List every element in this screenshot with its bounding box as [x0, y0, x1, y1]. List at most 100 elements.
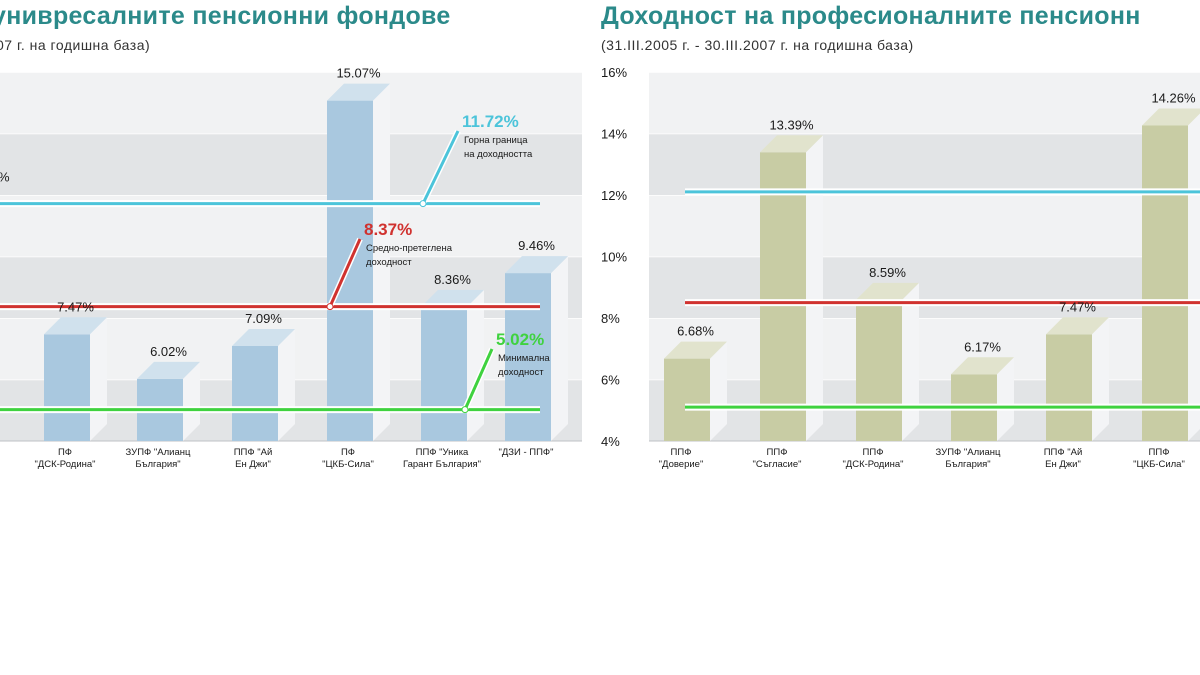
right-bar-value-label: 6.17%	[964, 339, 1001, 354]
left-bar-side	[90, 317, 107, 441]
right-y-tick-label: 16%	[601, 65, 627, 80]
left-bar	[327, 83, 390, 441]
left-bar-value-label: 15.07%	[336, 66, 381, 81]
left-band	[0, 133, 582, 195]
right-category-label: ППФ	[1149, 447, 1170, 458]
right-bar-top	[664, 341, 727, 359]
right-category-label: "Доверие"	[659, 459, 704, 470]
right-y-tick-label: 14%	[601, 127, 627, 142]
right-category-label: "ДСК-Родина"	[842, 459, 903, 470]
right-bar-front	[856, 299, 902, 441]
left-chart-subtitle: 07 г. на годишна база)	[0, 37, 151, 53]
left-bar-front	[232, 345, 278, 441]
left-reference-text: Средно-претеглена	[366, 243, 453, 254]
left-bar	[44, 317, 107, 441]
left-bar-front	[421, 306, 467, 441]
left-reference-value: 5.02%	[496, 330, 544, 349]
right-bar-side	[997, 357, 1014, 441]
right-reference-lines	[685, 188, 1200, 411]
left-category-label: "ДЗИ - ППФ"	[498, 447, 553, 458]
right-band	[649, 133, 1200, 195]
left-chart-panel: %7.47%ПФ"ДСК-Родина"6.02%ЗУПФ "АлианцБъл…	[0, 0, 585, 480]
left-category-label: ПФ	[58, 447, 72, 458]
right-band	[649, 256, 1200, 318]
right-bar-side	[1188, 113, 1200, 441]
left-bar-side	[551, 256, 568, 441]
right-category-label: ЗУПФ "Алианц	[936, 447, 1001, 458]
left-bar	[137, 361, 200, 441]
left-leader-dot	[419, 200, 427, 208]
left-partial-label: %	[0, 170, 10, 185]
right-category-label: Ен Джи"	[1045, 459, 1081, 470]
right-category-label: ППФ	[767, 447, 788, 458]
right-band	[649, 318, 1200, 380]
right-bar	[1046, 317, 1109, 441]
left-bar-side	[373, 83, 390, 441]
left-leader-line	[463, 348, 494, 411]
left-bar-value-label: 9.46%	[518, 238, 555, 253]
right-category-label: "Съгласие"	[753, 459, 802, 470]
left-leader-line	[328, 238, 362, 308]
left-category-label: ППФ "Ай	[234, 447, 273, 458]
right-chart-panel: 4% 6% 8% 10% 12% 14% 16% 6.68% ППФ "Доверие" 13.39…	[597, 0, 1200, 480]
right-bar	[1142, 108, 1200, 441]
left-bar-top	[44, 317, 107, 335]
left-category-label: ПФ	[341, 447, 355, 458]
right-bar-side	[806, 135, 823, 441]
left-reference-text: доходност	[366, 257, 412, 268]
left-chart-title: унивресалните пенсионни фондове	[0, 2, 451, 30]
right-y-tick-label: 8%	[601, 311, 620, 326]
right-y-axis: 4% 6% 8% 10% 12% 14% 16%	[601, 65, 627, 449]
right-foreground: 6.68%ППФ"Доверие"13.39%ППФ"Съгласие"8.59…	[659, 91, 1196, 470]
right-bar-value-label: 14.26%	[1151, 91, 1196, 106]
left-category-label: Ен Джи"	[235, 459, 271, 470]
right-bar-front	[1142, 125, 1188, 441]
right-category-label: ППФ	[671, 447, 692, 458]
right-bar-top	[951, 357, 1014, 375]
right-background-bands	[649, 71, 1200, 441]
right-y-tick-label: 10%	[601, 250, 627, 265]
left-bar-side	[183, 361, 200, 441]
left-chart: %7.47%ПФ"ДСК-Родина"6.02%ЗУПФ "АлианцБъл…	[0, 66, 582, 470]
right-bar-side	[1092, 317, 1109, 441]
left-bar-side	[278, 328, 295, 441]
right-category-label: ППФ "Ай	[1044, 447, 1083, 458]
right-bar-side	[902, 282, 919, 441]
left-category-label: България"	[135, 459, 180, 470]
left-bar-top	[232, 328, 295, 346]
right-bar-top	[760, 135, 823, 153]
left-reference-value: 8.37%	[364, 220, 412, 239]
right-bar	[856, 282, 919, 441]
left-category-label: ЗУПФ "Алианц	[126, 447, 191, 458]
right-bar-top	[1142, 108, 1200, 126]
right-bar-front	[1046, 334, 1092, 441]
right-y-tick-label: 6%	[601, 373, 620, 388]
left-bar	[232, 328, 295, 441]
left-bar-value-label: 7.47%	[57, 299, 94, 314]
left-leader-dot	[461, 406, 469, 414]
left-bar-value-label: 6.02%	[150, 344, 187, 359]
right-chart-subtitle: (31.III.2005 г. - 30.III.2007 г. на годи…	[601, 37, 914, 53]
left-category-label: "ДСК-Родина"	[34, 459, 95, 470]
left-band	[0, 72, 582, 134]
right-category-label: "ЦКБ-Сила"	[1133, 459, 1185, 470]
right-y-tick-label: 12%	[601, 188, 627, 203]
left-bar-top	[327, 83, 390, 101]
left-reference-lines	[0, 200, 540, 414]
right-category-label: България"	[945, 459, 990, 470]
left-category-label: ППФ "Уника	[416, 447, 469, 458]
left-reference-text: доходност	[498, 367, 544, 378]
left-bar-front	[327, 100, 373, 441]
right-bar-front	[664, 358, 710, 441]
right-chart: 4%6%8%10%12%14%16%6.68%ППФ"Доверие"13.39…	[601, 65, 1200, 470]
right-category-label: ППФ	[863, 447, 884, 458]
left-bar-top	[137, 361, 200, 379]
left-bar-top	[505, 256, 568, 274]
left-bar-value-label: 8.36%	[434, 272, 471, 287]
right-band	[649, 72, 1200, 134]
left-leader-dot	[326, 303, 334, 311]
left-bar-top	[421, 289, 484, 307]
left-category-label: "ЦКБ-Сила"	[322, 459, 374, 470]
right-bar-value-label: 6.68%	[677, 324, 714, 339]
left-reference-text: на доходността	[464, 149, 533, 160]
